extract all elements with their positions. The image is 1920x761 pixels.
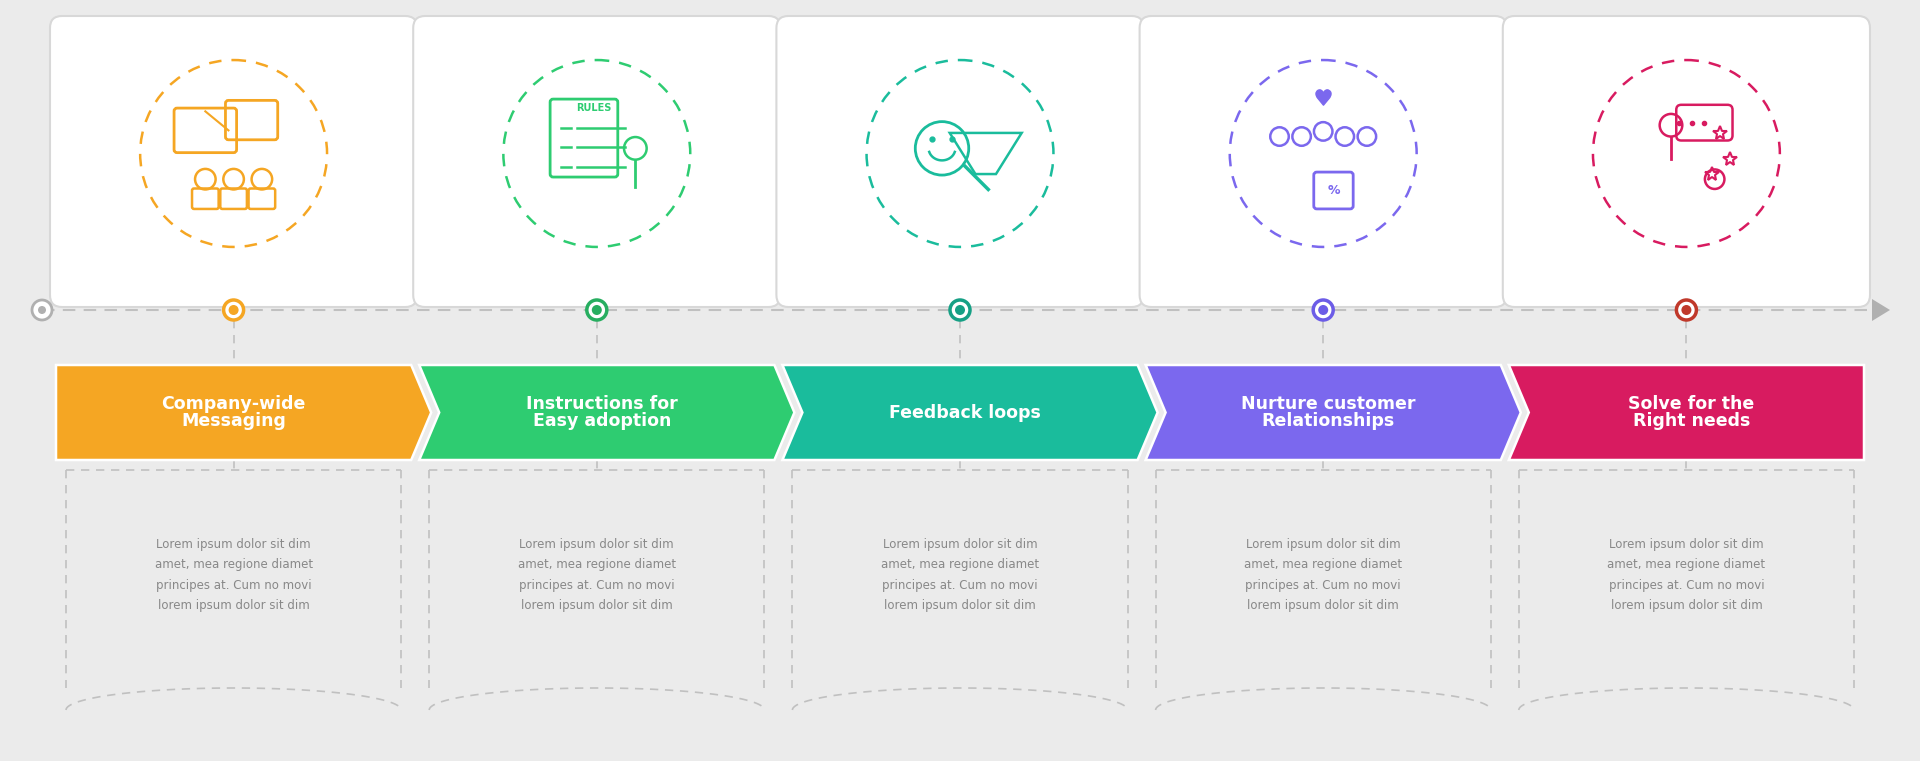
Text: RULES: RULES [576,103,612,113]
Text: Nurture customer: Nurture customer [1240,395,1415,413]
FancyBboxPatch shape [413,16,780,307]
Circle shape [1313,300,1332,320]
Text: Lorem ipsum dolor sit dim
amet, mea regione diamet
principes at. Cum no movi
lor: Lorem ipsum dolor sit dim amet, mea regi… [154,538,313,613]
Polygon shape [1509,365,1864,460]
Circle shape [228,305,238,315]
Circle shape [954,305,966,315]
FancyBboxPatch shape [1140,16,1507,307]
Text: Easy adoption: Easy adoption [532,412,670,430]
FancyBboxPatch shape [1503,16,1870,307]
Polygon shape [1146,365,1521,460]
Polygon shape [783,365,1158,460]
Circle shape [1682,305,1692,315]
FancyBboxPatch shape [42,18,1878,720]
Text: Lorem ipsum dolor sit dim
amet, mea regione diamet
principes at. Cum no movi
lor: Lorem ipsum dolor sit dim amet, mea regi… [518,538,676,613]
Text: Feedback loops: Feedback loops [889,403,1041,422]
Text: Company-wide: Company-wide [161,395,305,413]
Text: Relationships: Relationships [1261,412,1394,430]
Text: Right needs: Right needs [1632,412,1751,430]
Text: %: % [1327,184,1340,197]
Text: Lorem ipsum dolor sit dim
amet, mea regione diamet
principes at. Cum no movi
lor: Lorem ipsum dolor sit dim amet, mea regi… [1607,538,1766,613]
Circle shape [950,300,970,320]
Circle shape [1676,300,1697,320]
Polygon shape [56,365,432,460]
Circle shape [38,306,46,314]
Circle shape [588,300,607,320]
Circle shape [223,300,244,320]
Text: Instructions for: Instructions for [526,395,678,413]
FancyBboxPatch shape [776,16,1144,307]
Polygon shape [1872,299,1889,321]
Circle shape [1319,305,1329,315]
Text: Messaging: Messaging [180,412,286,430]
Text: Solve for the: Solve for the [1628,395,1755,413]
FancyBboxPatch shape [50,16,417,307]
Circle shape [591,305,601,315]
Polygon shape [419,365,795,460]
Text: Lorem ipsum dolor sit dim
amet, mea regione diamet
principes at. Cum no movi
lor: Lorem ipsum dolor sit dim amet, mea regi… [1244,538,1402,613]
Text: Lorem ipsum dolor sit dim
amet, mea regione diamet
principes at. Cum no movi
lor: Lorem ipsum dolor sit dim amet, mea regi… [881,538,1039,613]
Circle shape [33,300,52,320]
